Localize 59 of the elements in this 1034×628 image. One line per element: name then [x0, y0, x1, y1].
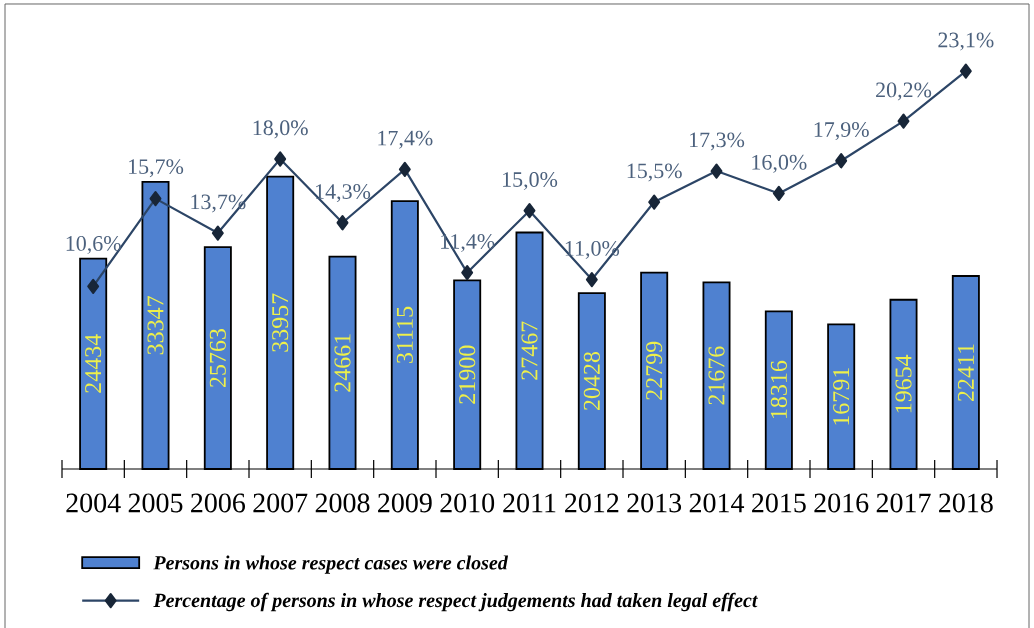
- point: [461, 265, 474, 281]
- data-label: 20428: [583, 351, 600, 410]
- x-tick-label: 2009: [378, 493, 432, 513]
- data-label: 15,0%: [503, 172, 558, 191]
- data-label: 15,5%: [627, 163, 682, 182]
- point: [211, 225, 224, 241]
- x-tick-label: 2005: [128, 493, 183, 513]
- point: [523, 203, 536, 219]
- x-tick-label: 2016: [814, 493, 869, 513]
- point: [710, 163, 723, 179]
- x-tick-label: 2018: [939, 493, 993, 513]
- data-label: 14,3%: [316, 184, 371, 203]
- legend-label: Percentage of persons in whose respect judgements had taken legal effect: [153, 592, 758, 612]
- data-label: 15,7%: [129, 159, 184, 178]
- point: [648, 194, 661, 210]
- x-tick-label: 2010: [440, 493, 495, 513]
- point: [897, 113, 910, 129]
- point: [398, 161, 411, 177]
- data-label: 24661: [334, 334, 351, 392]
- data-label: 23,1%: [938, 32, 994, 51]
- x-tick-label: 2011: [503, 493, 556, 513]
- point: [87, 278, 100, 295]
- data-label: 16,0%: [752, 154, 807, 173]
- point: [772, 185, 785, 202]
- data-label: 27467: [521, 321, 538, 380]
- data-label: 33347: [147, 296, 164, 355]
- point: [336, 215, 349, 231]
- data-label: 33957: [272, 293, 289, 352]
- point: [959, 63, 972, 79]
- data-label: 25763: [209, 329, 226, 388]
- point: [149, 191, 162, 207]
- x-tick-label: 2006: [191, 493, 246, 513]
- x-tick-label: 2004: [66, 493, 121, 513]
- data-label: 24434: [85, 334, 102, 393]
- point: [274, 151, 287, 167]
- data-label: 17,4%: [378, 130, 433, 149]
- x-tick-label: 2012: [565, 493, 619, 513]
- x-tick-label: 2017: [876, 493, 931, 513]
- point: [585, 271, 598, 288]
- data-label: 10,6%: [66, 236, 121, 255]
- data-label: 16791: [833, 368, 850, 425]
- data-label: 21676: [708, 346, 725, 405]
- data-label: 18316: [770, 360, 787, 419]
- data-label: 19654: [895, 354, 912, 413]
- data-label: 17,9%: [814, 122, 869, 141]
- data-label: 18,0%: [253, 120, 308, 139]
- x-tick-label: 2015: [752, 493, 806, 513]
- x-tick-label: 2014: [689, 493, 745, 513]
- legend-label: Persons in whose respect cases were closed: [153, 555, 509, 574]
- x-tick-label: 2013: [627, 493, 682, 513]
- data-label: 22411: [957, 344, 974, 401]
- data-label: 31115: [396, 306, 413, 363]
- data-label: 17,3%: [690, 132, 745, 151]
- data-label: 21900: [459, 345, 476, 404]
- point: [835, 153, 848, 169]
- data-label: 22799: [646, 341, 663, 400]
- x-tick-label: 2008: [315, 493, 370, 513]
- x-tick-label: 2007: [253, 493, 308, 513]
- data-label: 20,2%: [876, 82, 932, 101]
